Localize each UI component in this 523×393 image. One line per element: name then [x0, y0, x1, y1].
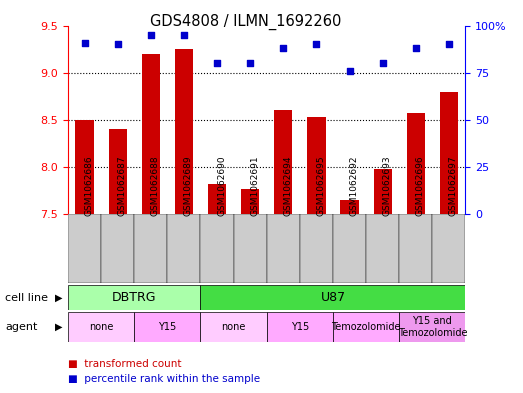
Bar — [274, 110, 292, 214]
Bar — [440, 92, 458, 214]
Point — [379, 60, 387, 66]
Bar — [433, 214, 465, 283]
Bar — [340, 200, 359, 214]
Point — [246, 60, 254, 66]
Text: GSM1062695: GSM1062695 — [316, 156, 325, 216]
Bar — [208, 184, 226, 214]
Text: GSM1062686: GSM1062686 — [85, 156, 94, 216]
Text: Temozolomide: Temozolomide — [332, 322, 401, 332]
Bar — [241, 189, 259, 214]
Bar — [200, 285, 465, 310]
Text: GSM1062690: GSM1062690 — [217, 156, 226, 216]
Text: GSM1062694: GSM1062694 — [283, 156, 292, 216]
Bar — [267, 214, 300, 283]
Bar — [109, 129, 127, 214]
Bar — [333, 214, 366, 283]
Text: GSM1062691: GSM1062691 — [250, 156, 259, 216]
Bar — [300, 214, 333, 283]
Point — [213, 60, 221, 66]
Point — [180, 32, 188, 38]
Bar — [399, 312, 465, 342]
Point — [81, 39, 89, 46]
Bar — [101, 214, 134, 283]
Text: Y15 and
Temozolomide: Y15 and Temozolomide — [397, 316, 467, 338]
Bar — [267, 312, 333, 342]
Text: GSM1062696: GSM1062696 — [416, 156, 425, 216]
Bar — [134, 312, 200, 342]
Bar — [407, 113, 425, 214]
Text: ■  transformed count: ■ transformed count — [68, 358, 181, 369]
Text: agent: agent — [5, 322, 38, 332]
Text: Y15: Y15 — [158, 322, 176, 332]
Point — [146, 32, 155, 38]
Text: GSM1062697: GSM1062697 — [449, 156, 458, 216]
Bar — [68, 214, 101, 283]
Bar — [134, 214, 167, 283]
Text: none: none — [89, 322, 113, 332]
Bar — [68, 312, 134, 342]
Bar — [200, 214, 234, 283]
Text: ■  percentile rank within the sample: ■ percentile rank within the sample — [68, 374, 260, 384]
Point — [113, 41, 122, 48]
Text: GSM1062687: GSM1062687 — [118, 156, 127, 216]
Bar — [175, 49, 193, 214]
Text: GSM1062692: GSM1062692 — [349, 156, 359, 216]
Text: GSM1062689: GSM1062689 — [184, 156, 193, 216]
Bar — [234, 214, 267, 283]
Text: DBTRG: DBTRG — [112, 291, 156, 304]
Text: Y15: Y15 — [291, 322, 309, 332]
Point — [312, 41, 321, 48]
Bar — [308, 117, 325, 214]
Bar — [75, 120, 94, 214]
Bar — [373, 169, 392, 214]
Point — [412, 45, 420, 51]
Text: GSM1062688: GSM1062688 — [151, 156, 160, 216]
Text: U87: U87 — [321, 291, 346, 304]
Text: ▶: ▶ — [55, 322, 62, 332]
Text: GDS4808 / ILMN_1692260: GDS4808 / ILMN_1692260 — [150, 14, 342, 30]
Bar — [399, 214, 433, 283]
Point — [345, 68, 354, 74]
Text: cell line: cell line — [5, 293, 48, 303]
Bar — [68, 285, 200, 310]
Bar — [142, 54, 160, 214]
Text: ▶: ▶ — [55, 293, 62, 303]
Bar — [366, 214, 399, 283]
Text: none: none — [221, 322, 246, 332]
Point — [279, 45, 288, 51]
Bar — [167, 214, 200, 283]
Point — [445, 41, 453, 48]
Text: GSM1062693: GSM1062693 — [383, 156, 392, 216]
Bar — [333, 312, 399, 342]
Bar — [200, 312, 267, 342]
